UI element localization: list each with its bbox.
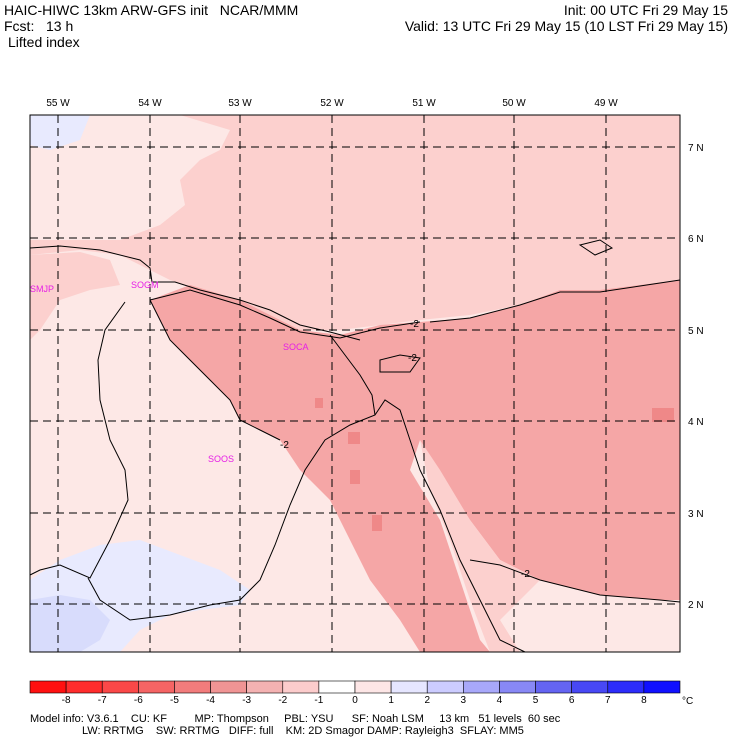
colorbar-cell [318, 680, 356, 694]
colorbar-cell [607, 680, 645, 694]
colorbar-tick-label: 4 [497, 695, 503, 706]
shade-light-red-region [30, 115, 680, 330]
shade-dark-patch [652, 408, 674, 422]
lon-label: 51 W [412, 98, 436, 109]
station-label: SOGM [131, 280, 159, 290]
lat-label: 7 N [688, 143, 704, 154]
contour-line [469, 559, 681, 603]
colorbar-tick-label: 7 [605, 695, 611, 706]
border-line [87, 399, 526, 653]
contour-line [578, 239, 614, 256]
colorbar-cell [210, 680, 247, 694]
colorbar-cell [101, 680, 139, 694]
colorbar-tick-label: -4 [206, 695, 215, 706]
colorbar-tick-label: -1 [314, 695, 323, 706]
colorbar-cell [282, 680, 320, 694]
lat-label: 4 N [688, 417, 704, 428]
shade-coastal-strip [420, 440, 540, 652]
station-label: SOOS [208, 454, 234, 464]
graticule [30, 115, 680, 652]
colorbar-tick-label: 1 [388, 695, 394, 706]
lon-label: 50 W [502, 98, 526, 109]
colorbar-cell [246, 680, 284, 694]
lat-label: 3 N [688, 509, 704, 520]
shade-light-red-west [30, 252, 120, 340]
colorbar-tick-label: 2 [424, 695, 430, 706]
colorbar-cell [463, 680, 500, 694]
field-name: Lifted index [8, 34, 80, 50]
contour-label: -2 [410, 319, 419, 330]
valid-time: Valid: 13 UTC Fri 29 May 15 (10 LST Fri … [404, 18, 728, 34]
colorbar-cell [29, 680, 67, 694]
lon-label: 54 W [138, 98, 162, 109]
lon-label: 55 W [46, 98, 70, 109]
colorbar-tick-label: -8 [62, 695, 71, 706]
contour-label: -2 [280, 440, 289, 451]
header-title: HAIC-HIWC 13km ARW-GFS init NCAR/MMM [4, 2, 299, 18]
shade-dark-patch [315, 398, 323, 408]
border-line [329, 334, 376, 416]
colorbar: -8 -7 -6 -5 -4 -3 -2 -1 0 1 2 3 4 5 6 7 8 [29, 680, 681, 706]
lon-label: 53 W [228, 98, 252, 109]
colorbar-cell [571, 680, 609, 694]
colorbar-cell [390, 680, 428, 694]
shade-blue-dark [30, 595, 110, 652]
colorbar-tick-label: -7 [98, 695, 107, 706]
contour-line [429, 279, 681, 323]
contour-line [379, 354, 421, 373]
station-label: SMJP [30, 284, 54, 294]
forecast-hour: Fcst: 13 h [4, 18, 74, 34]
colorbar-tick-label: 0 [352, 695, 358, 706]
coastline [29, 245, 361, 341]
shade-medium-red-region [150, 280, 680, 652]
colorbar-cell [354, 680, 392, 694]
colorbar-tick-label: -3 [242, 695, 251, 706]
contour-label: -2 [521, 569, 530, 580]
colorbar-tick-label: 3 [461, 695, 467, 706]
colorbar-cell [174, 680, 211, 694]
colorbar-cell [138, 680, 175, 694]
colorbar-tick-label: -6 [134, 695, 143, 706]
footer-line-1: Model info: V3.6.1 CU: KF MP: Thompson P… [30, 713, 561, 725]
border-line [29, 301, 129, 579]
shade-dark-patch [348, 432, 360, 444]
lat-label: 2 N [688, 600, 704, 611]
contour-line [149, 299, 281, 441]
init-time: Init: 00 UTC Fri 29 May 15 [563, 2, 728, 18]
colorbar-cell [499, 680, 536, 694]
shade-dark-patch [350, 470, 360, 484]
station-label: SOCA [283, 342, 309, 352]
shade-dark-patch [372, 515, 382, 531]
colorbar-cell [643, 680, 681, 694]
colorbar-tick-label: 5 [533, 695, 539, 706]
colorbar-unit: °C [682, 696, 693, 707]
lon-label: 52 W [320, 98, 344, 109]
lon-label: 49 W [594, 98, 618, 109]
map-plot-area [29, 114, 681, 653]
colorbar-tick-label: 8 [641, 695, 647, 706]
lat-label: 6 N [688, 234, 704, 245]
lat-label: 5 N [688, 326, 704, 337]
colorbar-cell [535, 680, 572, 694]
colorbar-tick-label: -5 [170, 695, 179, 706]
map-frame [29, 114, 681, 653]
footer-line-2: LW: RRTMG SW: RRTMG DIFF: full KM: 2D Sm… [30, 725, 524, 737]
colorbar-cell [65, 680, 103, 694]
contour-label: -2 [408, 353, 417, 364]
colorbar-tick-label: -2 [278, 695, 287, 706]
shade-blue-topleft [30, 115, 90, 150]
colorbar-cell [426, 680, 464, 694]
colorbar-tick-label: 6 [569, 695, 575, 706]
